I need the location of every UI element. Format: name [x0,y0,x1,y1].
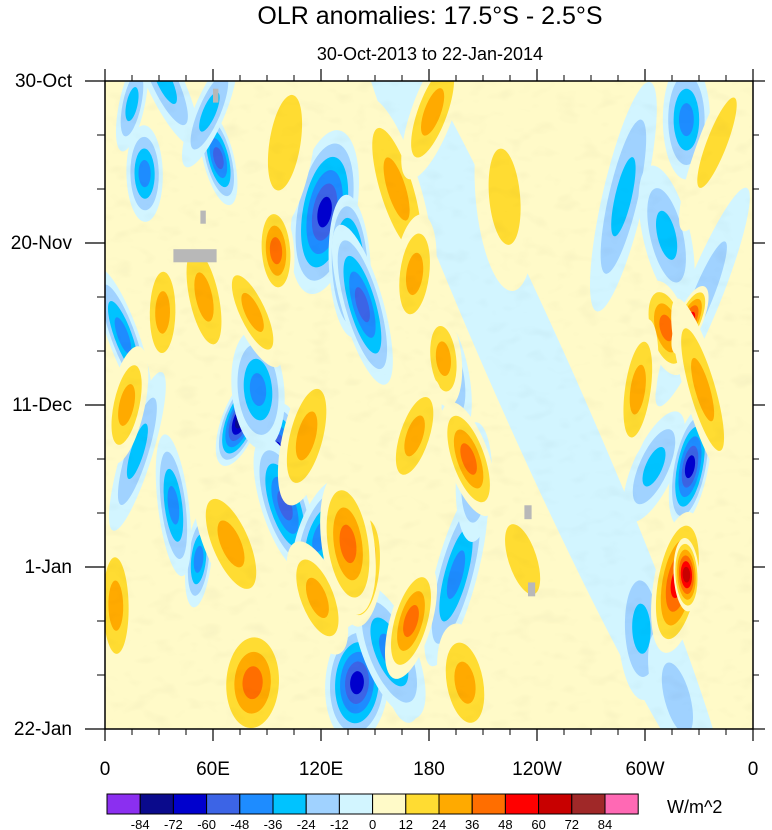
colorbar-swatch [471,793,506,815]
missing-data-cell [173,249,217,263]
colorbar-swatch [172,793,208,815]
y-tick-label: 11-Dec [12,395,72,416]
colorbar-label: 48 [498,817,512,830]
axes: 0 60E 120E 180 120W 60W 0 30-Oct 20-Nov 11-Dec 1-J… [11,69,765,780]
colorbar-units: W/m^2 [667,797,722,817]
x-tick-label: 60E [196,759,230,780]
colorbar-label: 84 [598,817,612,830]
colorbar: -84 -72 -60 -48 -36 -24 -12 0 12 24 36 48 60 72 84 W/m^… [106,793,722,830]
colorbar-label: -84 [131,817,150,830]
x-tick-label: 0 [100,759,111,780]
missing-data-cell [213,88,219,103]
y-tick-label: 30-Oct [15,71,73,92]
missing-data-cell [200,210,206,224]
colorbar-swatch [139,793,174,815]
colorbar-label: 72 [565,817,579,830]
colorbar-swatch [504,793,540,815]
missing-data [173,88,536,597]
x-tick-label: 0 [748,759,759,780]
colorbar-label: -36 [264,817,283,830]
y-tick-label: 1-Jan [24,557,72,578]
x-tick-label: 180 [413,759,445,780]
y-tick-label: 20-Nov [11,233,73,254]
colorbar-label: -24 [297,817,316,830]
x-tick-label: 120W [512,759,562,780]
texture-overlay [105,81,753,729]
colorbar-swatch [438,793,473,815]
colorbar-swatch [305,793,340,815]
colorbar-swatch [338,793,374,815]
chart-subtitle: 30-Oct-2013 to 22-Jan-2014 [317,44,543,64]
colorbar-label: 60 [531,817,545,830]
colorbar-label: 24 [432,817,446,830]
x-tick-label: 120E [299,759,343,780]
colorbar-label: -12 [330,817,349,830]
colorbar-label: -72 [164,817,183,830]
colorbar-swatch [239,793,274,815]
colorbar-label: -60 [197,817,216,830]
missing-data-cell [528,582,536,597]
colorbar-swatch [372,793,407,815]
colorbar-label: -48 [230,817,249,830]
colorbar-swatch [538,793,573,815]
x-tick-label: 60W [625,759,664,780]
colorbar-label: 12 [399,817,413,830]
chart-title: OLR anomalies: 17.5°S - 2.5°S [257,2,602,30]
colorbar-swatch [272,793,307,815]
colorbar-swatch [405,793,440,815]
colorbar-swatch [604,793,639,815]
colorbar-swatch [571,793,606,815]
colorbar-label: 0 [369,817,376,830]
missing-data-cell [524,505,532,520]
y-tick-label: 22-Jan [14,719,72,740]
colorbar-label: 36 [465,817,479,830]
colorbar-swatch [106,793,141,815]
colorbar-swatch [206,793,241,815]
plot-area [105,81,753,729]
